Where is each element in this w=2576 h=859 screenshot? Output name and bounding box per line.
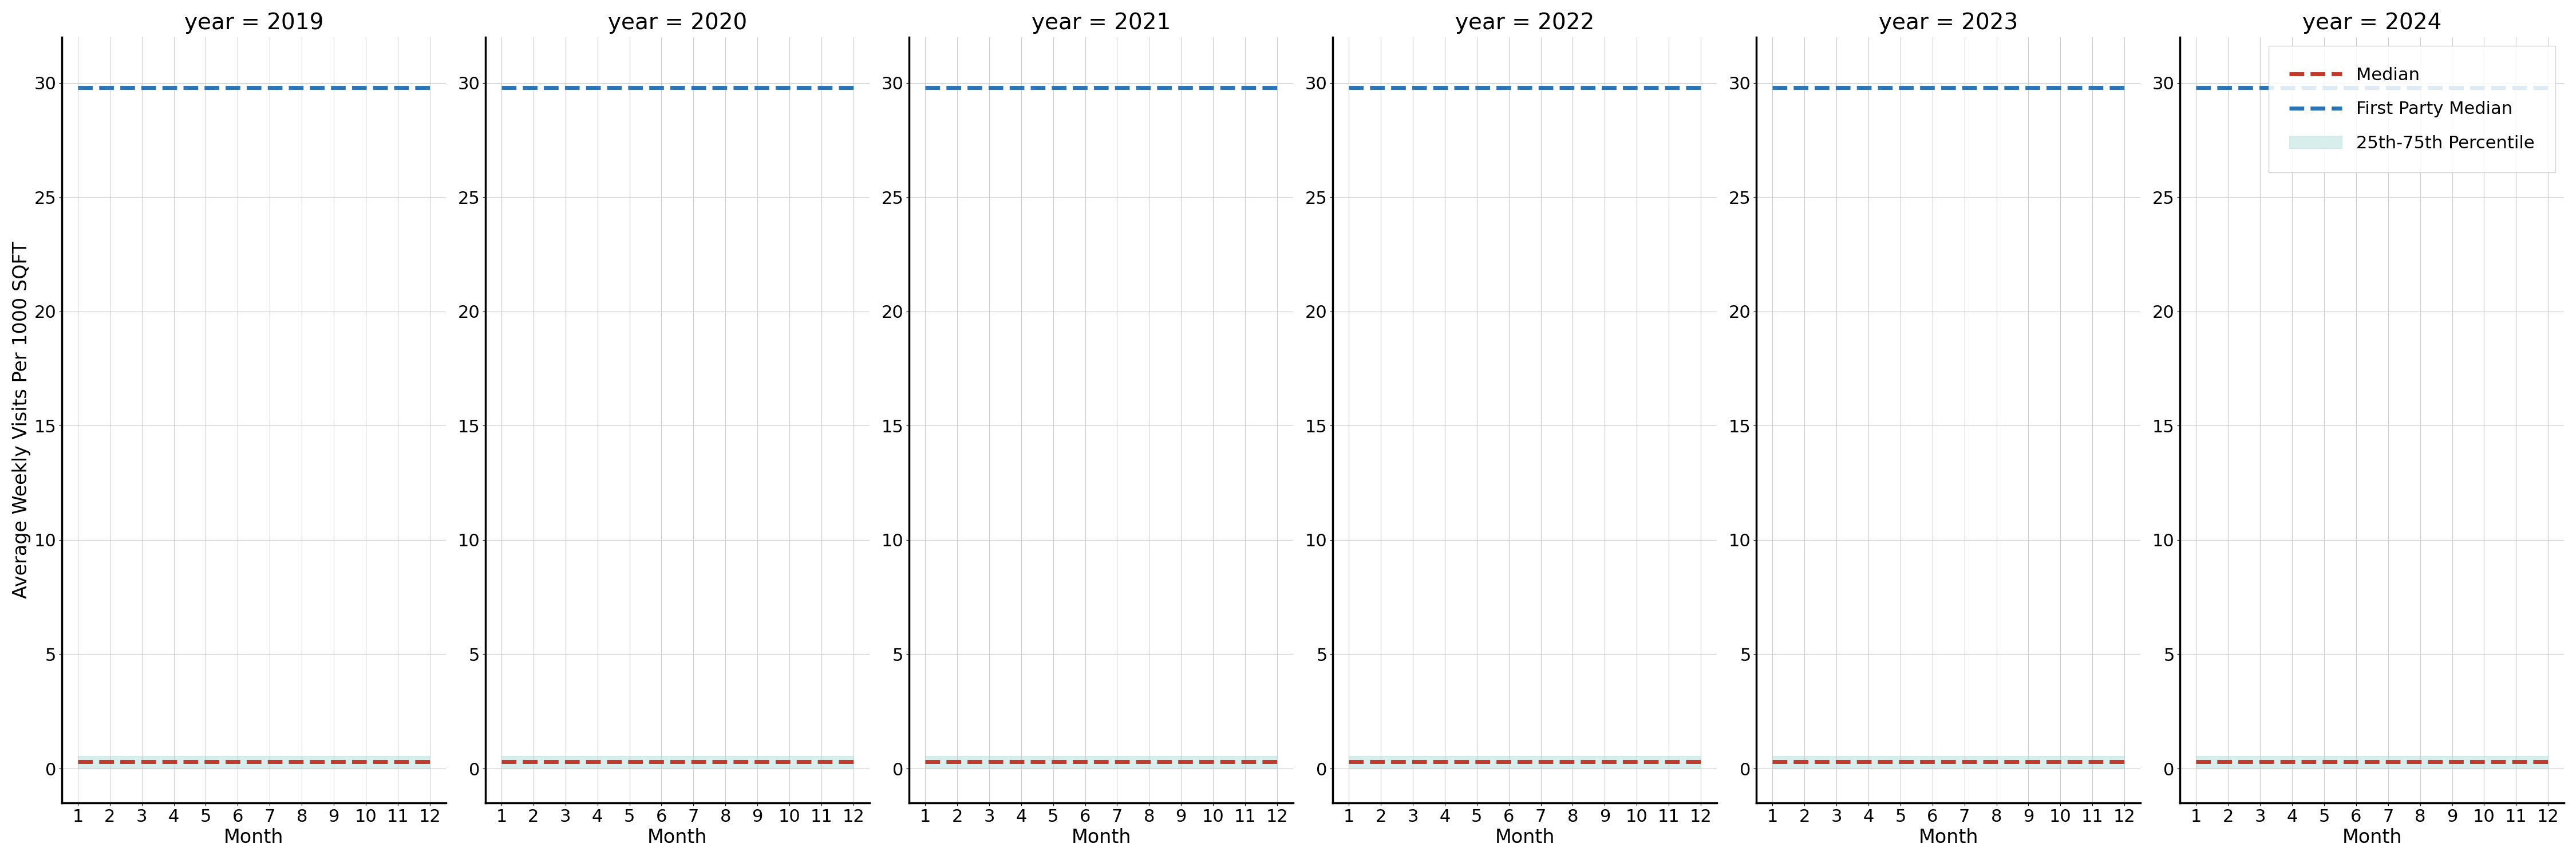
X-axis label: Month: Month xyxy=(1494,828,1556,847)
Title: year = 2019: year = 2019 xyxy=(183,12,325,34)
Title: year = 2022: year = 2022 xyxy=(1455,12,1595,34)
Title: year = 2024: year = 2024 xyxy=(2303,12,2442,34)
X-axis label: Month: Month xyxy=(1919,828,1978,847)
X-axis label: Month: Month xyxy=(1072,828,1131,847)
Title: year = 2023: year = 2023 xyxy=(1878,12,2017,34)
Title: year = 2021: year = 2021 xyxy=(1030,12,1170,34)
X-axis label: Month: Month xyxy=(647,828,708,847)
X-axis label: Month: Month xyxy=(2342,828,2401,847)
Title: year = 2020: year = 2020 xyxy=(608,12,747,34)
X-axis label: Month: Month xyxy=(224,828,283,847)
Legend: Median, First Party Median, 25th-75th Percentile: Median, First Party Median, 25th-75th Pe… xyxy=(2269,46,2555,173)
Y-axis label: Average Weekly Visits Per 1000 SQFT: Average Weekly Visits Per 1000 SQFT xyxy=(13,241,31,599)
